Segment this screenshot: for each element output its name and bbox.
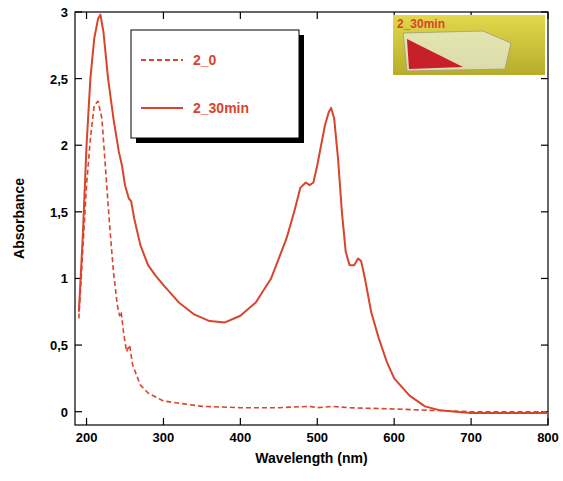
y-tick-label: 0,5 <box>50 338 68 353</box>
series-group <box>79 15 548 413</box>
y-tick-label: 1 <box>61 271 68 286</box>
y-tick-label: 0 <box>61 405 68 420</box>
x-tick <box>86 418 87 425</box>
y-tick-label: 2,5 <box>50 72 68 87</box>
y-tick-right <box>541 278 548 279</box>
plot-frame <box>75 12 548 425</box>
chart: 200 300 400 500 600 700 800 0 0,5 1 1,5 2 2,5 3 Wavele… <box>0 0 563 481</box>
y-tick-label: 2 <box>61 138 68 153</box>
legend-label: 2_30min <box>193 100 249 116</box>
legend-swatch <box>141 107 183 109</box>
y-tick-right <box>541 145 548 146</box>
x-tick <box>394 418 395 425</box>
y-tick-right <box>541 11 548 12</box>
y-tick <box>75 411 82 412</box>
x-tick-label: 800 <box>537 430 559 445</box>
legend-swatch <box>141 59 183 61</box>
x-tick <box>240 418 241 425</box>
x-tick-top <box>163 12 164 19</box>
y-tick <box>75 78 82 79</box>
inset-photo <box>393 15 545 75</box>
legend-box <box>131 30 299 138</box>
legend-label: 2_0 <box>193 52 217 68</box>
inset-cuvette <box>403 31 511 71</box>
x-axis-title: Wavelength (nm) <box>255 450 367 466</box>
y-tick <box>75 145 82 146</box>
x-tick-top <box>86 12 87 19</box>
inset-liquid <box>407 39 463 69</box>
x-tick-top <box>240 12 241 19</box>
x-tick <box>163 418 164 425</box>
x-tick-label: 700 <box>460 430 482 445</box>
y-tick-right <box>541 211 548 212</box>
y-tick <box>75 344 82 345</box>
y-tick-label: 3 <box>61 5 68 20</box>
x-tick-label: 200 <box>76 430 98 445</box>
y-tick <box>75 11 82 12</box>
y-axis-title: Absorbance <box>11 178 27 259</box>
x-tick-top <box>317 12 318 19</box>
y-tick-right <box>541 78 548 79</box>
series-line <box>79 101 548 411</box>
y-tick <box>75 211 82 212</box>
x-tick-label: 300 <box>153 430 175 445</box>
y-tick-right <box>541 344 548 345</box>
x-tick <box>317 418 318 425</box>
x-tick <box>547 418 548 425</box>
x-tick-label: 400 <box>230 430 252 445</box>
x-tick <box>470 418 471 425</box>
y-tick-label: 1,5 <box>50 205 68 220</box>
inset-label: 2_30min <box>397 17 445 31</box>
series-line <box>79 15 548 413</box>
x-tick-top <box>547 12 548 19</box>
x-tick-label: 600 <box>383 430 405 445</box>
x-tick-label: 500 <box>306 430 328 445</box>
